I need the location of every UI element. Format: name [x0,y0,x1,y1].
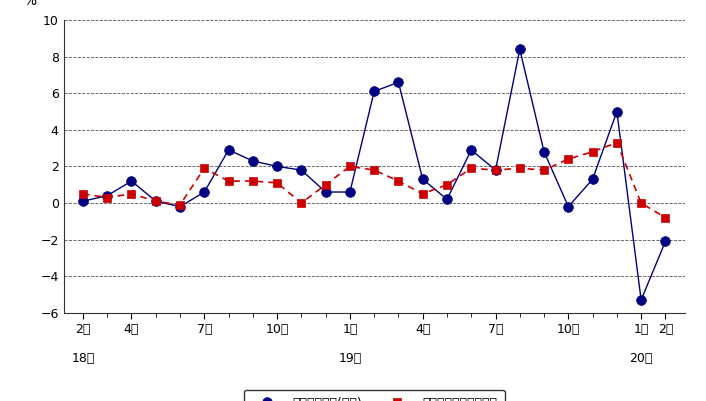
きまって支給する給与 [152,199,160,204]
現金給与総額(名目) [540,150,549,154]
きまって支給する給与 [394,179,402,184]
きまって支給する給与 [225,179,233,184]
きまって支給する給与 [443,182,451,187]
Line: きまって支給する給与: きまって支給する給与 [79,138,669,222]
Line: 現金給与総額(名目): 現金給与総額(名目) [78,45,670,305]
Text: 20年: 20年 [630,352,653,365]
現金給与総額(名目) [273,164,281,169]
現金給与総額(名目) [515,47,524,52]
現金給与総額(名目) [297,168,306,172]
Text: 18年: 18年 [71,352,95,365]
きまって支給する給与 [564,157,573,162]
現金給与総額(名目) [321,190,330,194]
現金給与総額(名目) [443,197,451,202]
現金給与総額(名目) [200,190,208,194]
きまって支給する給与 [103,195,112,200]
現金給与総額(名目) [370,89,378,94]
現金給与総額(名目) [127,179,136,184]
現金給与総額(名目) [79,199,88,204]
きまって支給する給与 [297,200,306,205]
きまって支給する給与 [588,150,597,154]
現金給与総額(名目) [564,204,573,209]
Legend: 現金給与総額(名目), きまって支給する給与: 現金給与総額(名目), きまって支給する給与 [244,390,505,401]
きまって支給する給与 [370,168,378,172]
現金給与総額(名目) [249,158,257,163]
きまって支給する給与 [176,203,184,207]
現金給与総額(名目) [346,190,354,194]
きまって支給する給与 [200,166,208,171]
現金給与総額(名目) [103,193,112,198]
きまって支給する給与 [540,168,549,172]
現金給与総額(名目) [419,177,427,182]
Text: %: % [23,0,36,8]
きまって支給する給与 [515,166,524,171]
現金給与総額(名目) [176,204,184,209]
Text: 19年: 19年 [338,352,361,365]
きまって支給する給与 [661,215,669,220]
きまって支給する給与 [249,179,257,184]
きまって支給する給与 [127,191,136,196]
きまって支給する給与 [321,182,330,187]
現金給与総額(名目) [661,239,669,244]
現金給与総額(名目) [225,148,233,152]
きまって支給する給与 [273,180,281,185]
現金給与総額(名目) [613,109,621,114]
きまって支給する給与 [467,166,476,171]
現金給与総額(名目) [491,168,500,172]
きまって支給する給与 [79,191,88,196]
現金給与総額(名目) [152,199,160,204]
現金給与総額(名目) [637,298,645,302]
きまって支給する給与 [491,168,500,172]
きまって支給する給与 [613,140,621,145]
きまって支給する給与 [346,164,354,169]
きまって支給する給与 [419,191,427,196]
現金給与総額(名目) [588,177,597,182]
現金給与総額(名目) [467,148,476,152]
きまって支給する給与 [637,200,645,205]
現金給与総額(名目) [394,80,402,85]
